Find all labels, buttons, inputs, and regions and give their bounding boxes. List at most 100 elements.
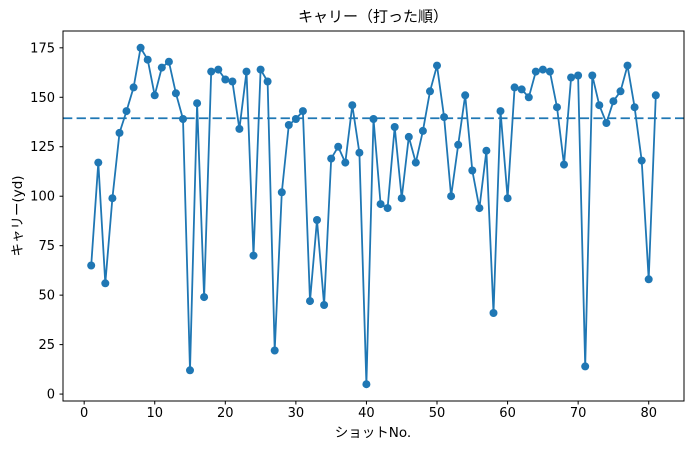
data-point-marker [136,43,145,52]
y-tick-label: 125 [30,140,55,155]
data-point-marker [249,251,258,260]
data-point-marker [531,67,540,76]
data-point-marker [496,107,505,116]
data-point-marker [348,101,357,110]
data-point-marker [447,192,456,201]
data-point-marker [567,73,576,82]
data-point-marker [150,91,159,100]
chart-title: キャリー（打った順） [298,8,448,26]
data-point-marker [186,366,194,375]
x-tick-label: 50 [429,406,446,421]
data-point-marker [87,261,96,270]
data-point-marker [143,55,152,64]
data-point-marker [256,65,265,74]
data-point-marker [221,75,230,84]
data-point-marker [306,297,314,306]
x-tick-label: 20 [217,406,234,421]
x-tick-label: 60 [499,406,516,421]
data-point-marker [510,83,519,92]
data-point-marker [651,91,660,100]
data-point-marker [383,204,392,213]
x-tick-label: 80 [640,406,657,421]
data-point-marker [489,309,498,317]
data-point-marker [503,194,512,203]
data-point-marker [397,194,406,203]
data-point-marker [623,61,632,70]
data-point-marker [390,123,399,131]
data-point-marker [179,115,187,123]
data-point-marker [193,99,202,108]
data-point-marker [468,166,477,175]
data-point-marker [475,204,484,213]
data-point-marker [553,103,561,112]
data-point-marker [426,87,434,96]
y-tick-label: 100 [30,190,55,205]
data-point-marker [291,115,300,123]
data-point-marker [242,67,251,76]
y-tick-label: 50 [38,289,55,304]
data-point-marker [418,126,427,135]
data-point-marker [284,121,293,129]
data-point-marker [560,160,568,169]
data-point-marker [524,93,533,102]
data-point-marker [327,154,336,163]
data-point-marker [129,83,138,92]
data-point-marker [157,63,166,72]
data-point-marker [595,101,604,110]
x-tick-label: 30 [288,406,305,421]
data-point-marker [440,113,449,122]
axes-spines [62,30,685,402]
data-point-marker [433,61,441,70]
data-point-marker [482,146,491,155]
data-point-marker [454,140,463,149]
data-point-marker [298,107,307,116]
y-tick-label: 0 [47,388,55,403]
data-point-marker [461,91,470,100]
y-tick-label: 175 [30,41,55,56]
data-point-marker [637,156,646,165]
data-point-marker [334,142,343,151]
y-axis-label: キャリー(yd) [10,175,26,256]
data-point-marker [545,67,554,76]
y-tick-label: 75 [38,239,55,254]
data-point-marker [362,380,371,389]
data-point-marker [94,158,103,167]
x-axis-label: ショットNo. [335,425,411,441]
data-point-marker [341,158,350,167]
data-point-marker [609,97,618,106]
data-point-marker [538,65,547,74]
data-point-marker [115,128,124,137]
data-point-marker [411,158,420,167]
data-point-marker [108,194,117,203]
data-point-marker [616,87,625,96]
y-tick-label: 25 [38,338,55,353]
y-tick-label: 150 [30,91,55,106]
data-point-marker [355,148,364,157]
data-point-marker [235,124,244,133]
x-tick-label: 70 [570,406,587,421]
data-point-marker [517,85,526,94]
data-point-marker [602,119,611,127]
data-point-marker [214,65,223,74]
data-point-marker [200,293,209,302]
data-point-marker [404,132,413,141]
data-point-marker [581,362,590,371]
data-point-marker [277,188,286,197]
x-tick-label: 0 [80,406,88,421]
data-point-marker [228,77,237,86]
data-point-marker [164,57,173,66]
data-point-marker [369,115,378,123]
x-tick-label: 10 [146,406,163,421]
data-point-marker [313,216,321,224]
plot-area [63,31,684,401]
data-point-marker [588,71,597,80]
data-point-marker [207,67,216,76]
data-point-marker [171,89,180,98]
data-point-marker [270,346,279,355]
data-point-marker [263,77,272,86]
data-point-marker [101,279,110,288]
data-point-marker [376,200,385,209]
data-point-marker [320,301,329,309]
